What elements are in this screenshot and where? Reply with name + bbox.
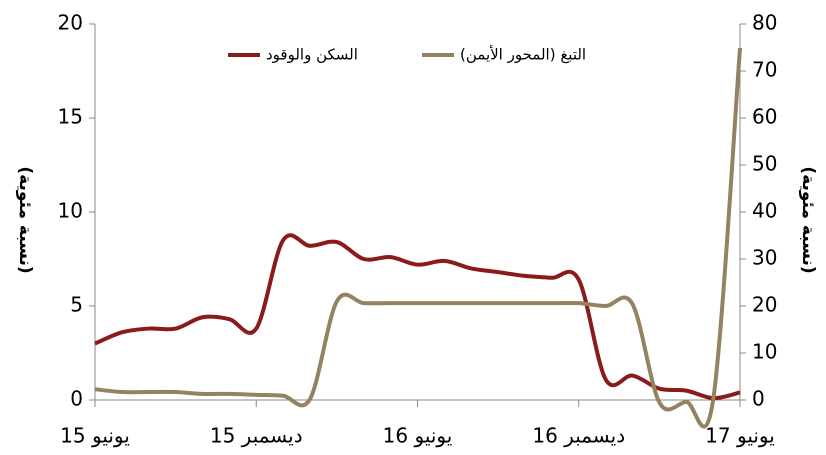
y2-tick-label: 80 — [752, 11, 777, 35]
y2-tick-label: 0 — [752, 387, 765, 411]
x-tick-label: ديسمبر 15 — [210, 424, 303, 448]
x-tick-label: يونيو 17 — [705, 424, 775, 448]
x-tick-label: يونيو 16 — [383, 424, 453, 448]
y-tick-label: 20 — [58, 11, 83, 35]
legend-label: التبغ (المحور الأيمن) — [460, 45, 586, 64]
y-tick-label: 15 — [58, 105, 83, 129]
y2-tick-label: 30 — [752, 246, 777, 270]
x-tick-label: يونيو 15 — [60, 424, 130, 448]
y-tick-label: 0 — [70, 387, 83, 411]
line-series — [94, 47, 742, 429]
y2-tick-label: 10 — [752, 340, 777, 364]
y2-tick-label: 40 — [752, 199, 777, 223]
y2-tick-label: 50 — [752, 152, 777, 176]
y-tick-label: 5 — [70, 293, 83, 317]
legend-label: السكن والوقود — [266, 46, 358, 64]
x-tick-label: ديسمبر 16 — [532, 424, 625, 448]
y-tick-label: 10 — [58, 199, 83, 223]
y2-tick-label: 20 — [752, 293, 777, 317]
y2-tick-label: 70 — [752, 58, 777, 82]
y2-tick-label: 60 — [752, 105, 777, 129]
line-series — [94, 233, 741, 401]
y2-axis-label: (نسبة مئوية) — [798, 166, 818, 273]
y-axis-label: (نسبة مئوية) — [15, 166, 35, 273]
